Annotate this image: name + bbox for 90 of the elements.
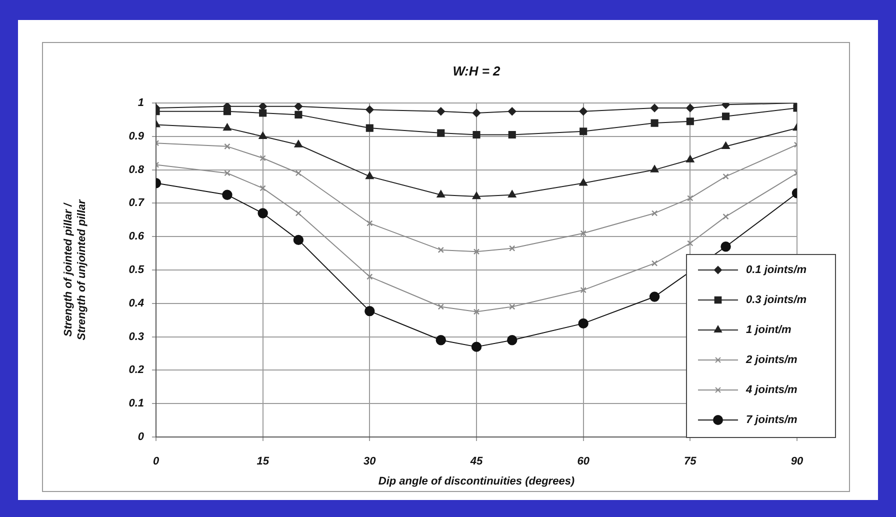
x-tick-label: 30 — [364, 456, 377, 468]
point — [295, 210, 302, 216]
x-tick-label: 45 — [469, 456, 484, 468]
y-tick-label: 0.9 — [128, 130, 145, 142]
point — [722, 103, 730, 109]
point — [686, 104, 694, 112]
point — [580, 128, 588, 136]
point — [258, 208, 268, 218]
point — [651, 260, 658, 266]
point — [687, 240, 694, 246]
point — [650, 104, 659, 112]
point — [366, 220, 373, 226]
legend-label: 7 joints/m — [746, 414, 798, 426]
point — [472, 108, 481, 118]
point — [473, 308, 480, 315]
point — [223, 123, 232, 131]
point — [651, 210, 658, 216]
y-tick-label: 0 — [138, 431, 145, 444]
point — [438, 246, 444, 254]
x-axis-title: Dip angle of discontinuities (degrees) — [378, 475, 575, 488]
y-tick-label: 0.2 — [128, 364, 144, 376]
legend-label: 0.3 joints/m — [746, 294, 807, 306]
point — [686, 155, 694, 162]
point — [722, 142, 730, 150]
y-tick-label: 0.8 — [128, 164, 145, 176]
point — [650, 165, 659, 172]
point — [259, 109, 267, 117]
y-axis-title: Strength of jointed pillar / Strength of unjointed pillar — [62, 199, 88, 340]
chart-title: W:H = 2 — [452, 64, 502, 79]
point — [366, 172, 374, 180]
point — [508, 130, 516, 139]
point — [578, 318, 588, 329]
point — [294, 140, 303, 148]
point — [436, 107, 445, 116]
x-tick-label: 60 — [577, 456, 590, 468]
y-tick-label: 0.7 — [128, 197, 145, 210]
point — [224, 170, 230, 176]
point — [580, 230, 586, 236]
point — [366, 274, 373, 280]
x-tick-label: 75 — [684, 456, 698, 468]
point — [294, 103, 303, 110]
point — [222, 190, 232, 200]
y-tick-label: 0.1 — [128, 398, 144, 410]
point — [507, 335, 518, 346]
y-tick-label: 0.4 — [128, 297, 144, 310]
legend-label: 0.1 joints/m — [746, 264, 807, 276]
point — [258, 132, 267, 139]
point — [722, 112, 730, 120]
point — [650, 119, 658, 127]
point — [473, 248, 480, 255]
point — [687, 195, 694, 202]
legend-label: 1 joint/m — [746, 324, 792, 336]
point — [366, 106, 374, 114]
x-tick-label: 90 — [790, 456, 804, 468]
point — [722, 173, 729, 180]
point — [364, 306, 375, 316]
point — [258, 103, 267, 110]
point — [224, 143, 230, 150]
point — [294, 110, 302, 118]
legend-label: 2 joints/m — [745, 354, 798, 366]
y-tick-label: 0.3 — [128, 330, 144, 343]
point — [649, 292, 660, 302]
point — [579, 107, 588, 116]
point — [437, 129, 445, 137]
point — [508, 107, 516, 116]
y-tick-label: 1 — [138, 97, 144, 110]
x-tick-label: 0 — [152, 456, 160, 468]
point — [436, 190, 445, 198]
point — [293, 234, 304, 246]
point — [472, 130, 480, 139]
point — [722, 213, 729, 220]
point — [472, 192, 481, 200]
y-tick-label: 0.5 — [128, 264, 145, 276]
point — [580, 286, 586, 294]
point — [260, 185, 266, 192]
legend-label: 4 joints/m — [745, 384, 798, 396]
point — [508, 190, 516, 198]
point — [471, 342, 482, 352]
point — [579, 178, 588, 186]
x-tick-label: 15 — [256, 456, 270, 468]
point — [260, 155, 266, 162]
point — [436, 335, 446, 346]
point — [295, 170, 302, 176]
point — [686, 118, 694, 126]
point — [366, 124, 374, 132]
point — [509, 245, 516, 252]
point — [438, 304, 444, 310]
point — [509, 304, 516, 310]
y-tick-label: 0.6 — [128, 230, 145, 243]
point — [720, 242, 731, 252]
